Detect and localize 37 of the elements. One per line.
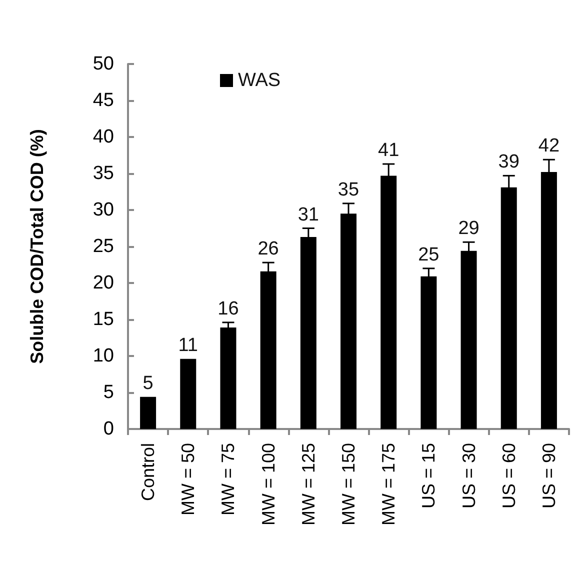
- bar: [180, 358, 196, 429]
- annotation: 42: [538, 136, 560, 157]
- y-tick-label: 40: [92, 126, 114, 148]
- annotation: 25: [418, 244, 440, 266]
- y-tick-label: 25: [92, 236, 114, 257]
- y-tick-label: 20: [92, 272, 114, 294]
- y-tick-label: 10: [92, 346, 114, 366]
- annotation: 5: [142, 372, 154, 394]
- y-tick-label: 5: [103, 382, 114, 403]
- annotation: 11: [178, 334, 198, 356]
- legend-label: WAS: [238, 70, 281, 91]
- y-tick-label: 50: [92, 54, 114, 74]
- annotation: 29: [458, 218, 480, 240]
- y-tick-label: 15: [92, 309, 114, 330]
- y-tick-label: 0: [103, 418, 114, 440]
- x-tick-label: MW = 150: [338, 443, 358, 526]
- bar: [140, 396, 156, 429]
- annotation: 26: [258, 238, 279, 260]
- x-tick-label: MW = 175: [378, 443, 399, 526]
- x-tick-label: MW = 125: [298, 443, 318, 526]
- y-tick-label: 35: [92, 163, 114, 184]
- annotation: 16: [218, 298, 239, 320]
- x-tick-label: MW = 50: [178, 443, 198, 516]
- x-tick-label: US = 30: [458, 443, 479, 509]
- annotation: 39: [498, 152, 520, 173]
- x-tick-label: US = 15: [418, 443, 439, 509]
- y-tick-label: 45: [92, 90, 114, 111]
- annotation: 35: [338, 179, 360, 200]
- y-axis-title: Soluble COD/Total COD (%): [27, 129, 47, 364]
- x-tick-label: Control: [138, 443, 158, 502]
- annotation: 41: [378, 140, 400, 162]
- x-tick-label: US = 90: [538, 443, 559, 509]
- x-tick-label: US = 60: [498, 443, 519, 509]
- x-tick-label: MW = 100: [258, 443, 278, 526]
- annotation: 31: [298, 204, 319, 226]
- x-tick-label: MW = 75: [218, 443, 238, 516]
- y-tick-label: 30: [92, 200, 114, 220]
